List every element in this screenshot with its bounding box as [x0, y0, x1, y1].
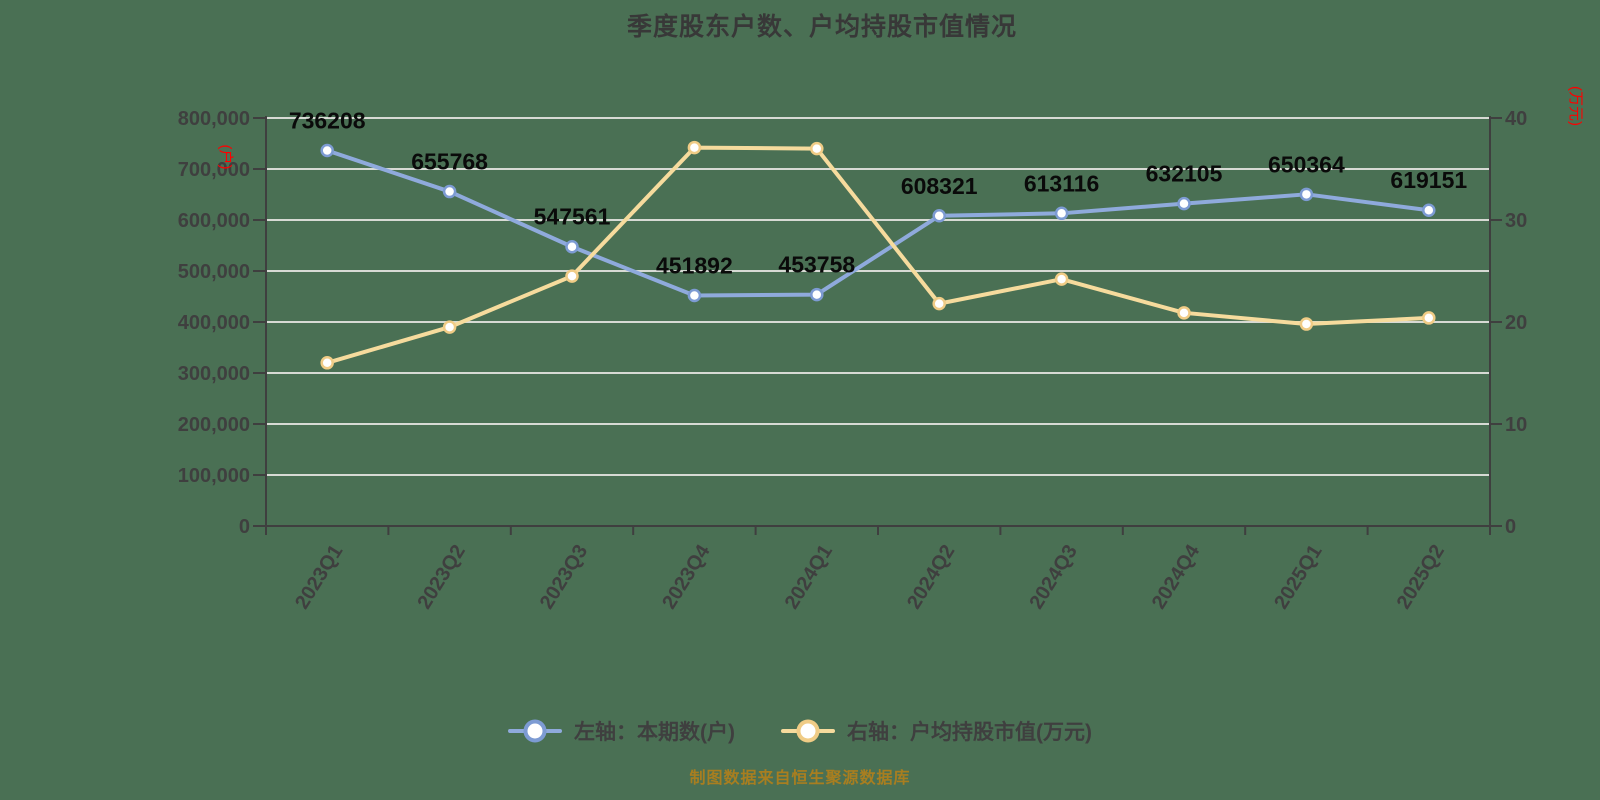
- data-point-marker: [1054, 206, 1069, 221]
- data-point-marker: [1054, 272, 1069, 286]
- data-point-marker: [1422, 311, 1436, 325]
- data-label: 650364: [1268, 151, 1345, 177]
- chart-canvas: 0 100,000 200,000 300,000 400,000 500,000 600,…: [178, 86, 1584, 613]
- left-axis-tick-label: 500,000: [178, 261, 250, 283]
- left-axis-tick-label: 600,000: [178, 210, 250, 232]
- chart-legend: 左轴：本期数(户) 右轴：户均持股市值(万元): [0, 716, 1600, 746]
- right-axis-tick-label: 0: [1505, 516, 1516, 538]
- data-label: 736208: [289, 108, 366, 134]
- legend-marker-yellow-line-icon: [781, 718, 835, 744]
- left-axis-tick-label: 300,000: [178, 363, 250, 385]
- left-axis-tick-label: 0: [239, 516, 250, 538]
- left-axis-tick-label: 100,000: [178, 465, 250, 487]
- data-point-marker: [687, 140, 702, 155]
- x-axis-label: 2024Q3: [1025, 541, 1081, 613]
- legend-item-shareholder-count: 左轴：本期数(户): [508, 716, 735, 746]
- data-label: 608321: [901, 173, 978, 199]
- left-axis-unit-label: (户): [217, 145, 234, 170]
- right-axis-unit-label: (万元): [1567, 86, 1584, 126]
- data-label: 453758: [778, 252, 855, 278]
- x-axis-label: 2023Q2: [413, 541, 469, 613]
- data-label: 655768: [411, 149, 488, 175]
- data-point-marker: [1299, 317, 1314, 331]
- data-point-marker: [810, 287, 824, 302]
- left-axis-tick-label: 800,000: [178, 108, 250, 130]
- data-point-marker: [1422, 203, 1436, 217]
- x-axis-label: 2023Q3: [536, 541, 592, 613]
- data-point-marker: [442, 184, 457, 199]
- data-label: 632105: [1146, 161, 1223, 187]
- data-point-marker: [687, 288, 702, 303]
- x-axis-label: 2024Q4: [1148, 540, 1205, 613]
- right-axis-tick-label: 20: [1505, 312, 1527, 334]
- right-axis-tick-label: 10: [1505, 414, 1527, 436]
- right-axis-tick-label: 40: [1505, 108, 1527, 130]
- data-label: 619151: [1390, 167, 1467, 193]
- data-point-marker: [1177, 306, 1191, 320]
- data-point-marker: [320, 143, 334, 158]
- legend-marker-blue-line-icon: [508, 718, 562, 744]
- data-source-note: 制图数据来自恒生聚源数据库: [689, 770, 911, 787]
- data-label: 547561: [534, 204, 611, 230]
- right-axis-tick-label: 30: [1505, 210, 1527, 232]
- data-point-marker: [932, 209, 946, 223]
- x-axis-label: 2024Q2: [903, 541, 959, 613]
- legend-label-left-axis: 左轴：本期数(户): [574, 721, 735, 744]
- x-axis-label: 2023Q1: [291, 541, 347, 613]
- legend-label-right-axis: 右轴：户均持股市值(万元): [847, 721, 1092, 744]
- data-label: 451892: [656, 253, 733, 279]
- left-axis-tick-label: 200,000: [178, 414, 250, 436]
- data-point-marker: [442, 320, 457, 334]
- x-axis-label: 2023Q4: [658, 540, 715, 613]
- data-point-marker: [320, 356, 334, 370]
- data-label: 613116: [1024, 170, 1099, 196]
- legend-item-avg-holding-value: 右轴：户均持股市值(万元): [781, 716, 1092, 746]
- data-point-marker: [1177, 196, 1191, 211]
- data-point-marker: [565, 269, 579, 283]
- x-axis-label: 2025Q2: [1393, 541, 1449, 613]
- x-axis-label: 2024Q1: [781, 541, 837, 613]
- chart-title: 季度股东户数、户均持股市值情况: [626, 13, 1017, 41]
- data-point-marker: [565, 239, 579, 254]
- series-line-avg-holding-value: [325, 145, 1431, 365]
- data-point-marker: [810, 141, 824, 156]
- x-axis-label: 2025Q1: [1270, 541, 1326, 613]
- data-point-marker: [1299, 187, 1314, 202]
- left-axis-tick-label: 700,000: [178, 159, 250, 181]
- data-point-marker: [932, 296, 946, 311]
- series-line-shareholder-count: [325, 148, 1431, 298]
- left-axis-tick-label: 400,000: [178, 312, 250, 334]
